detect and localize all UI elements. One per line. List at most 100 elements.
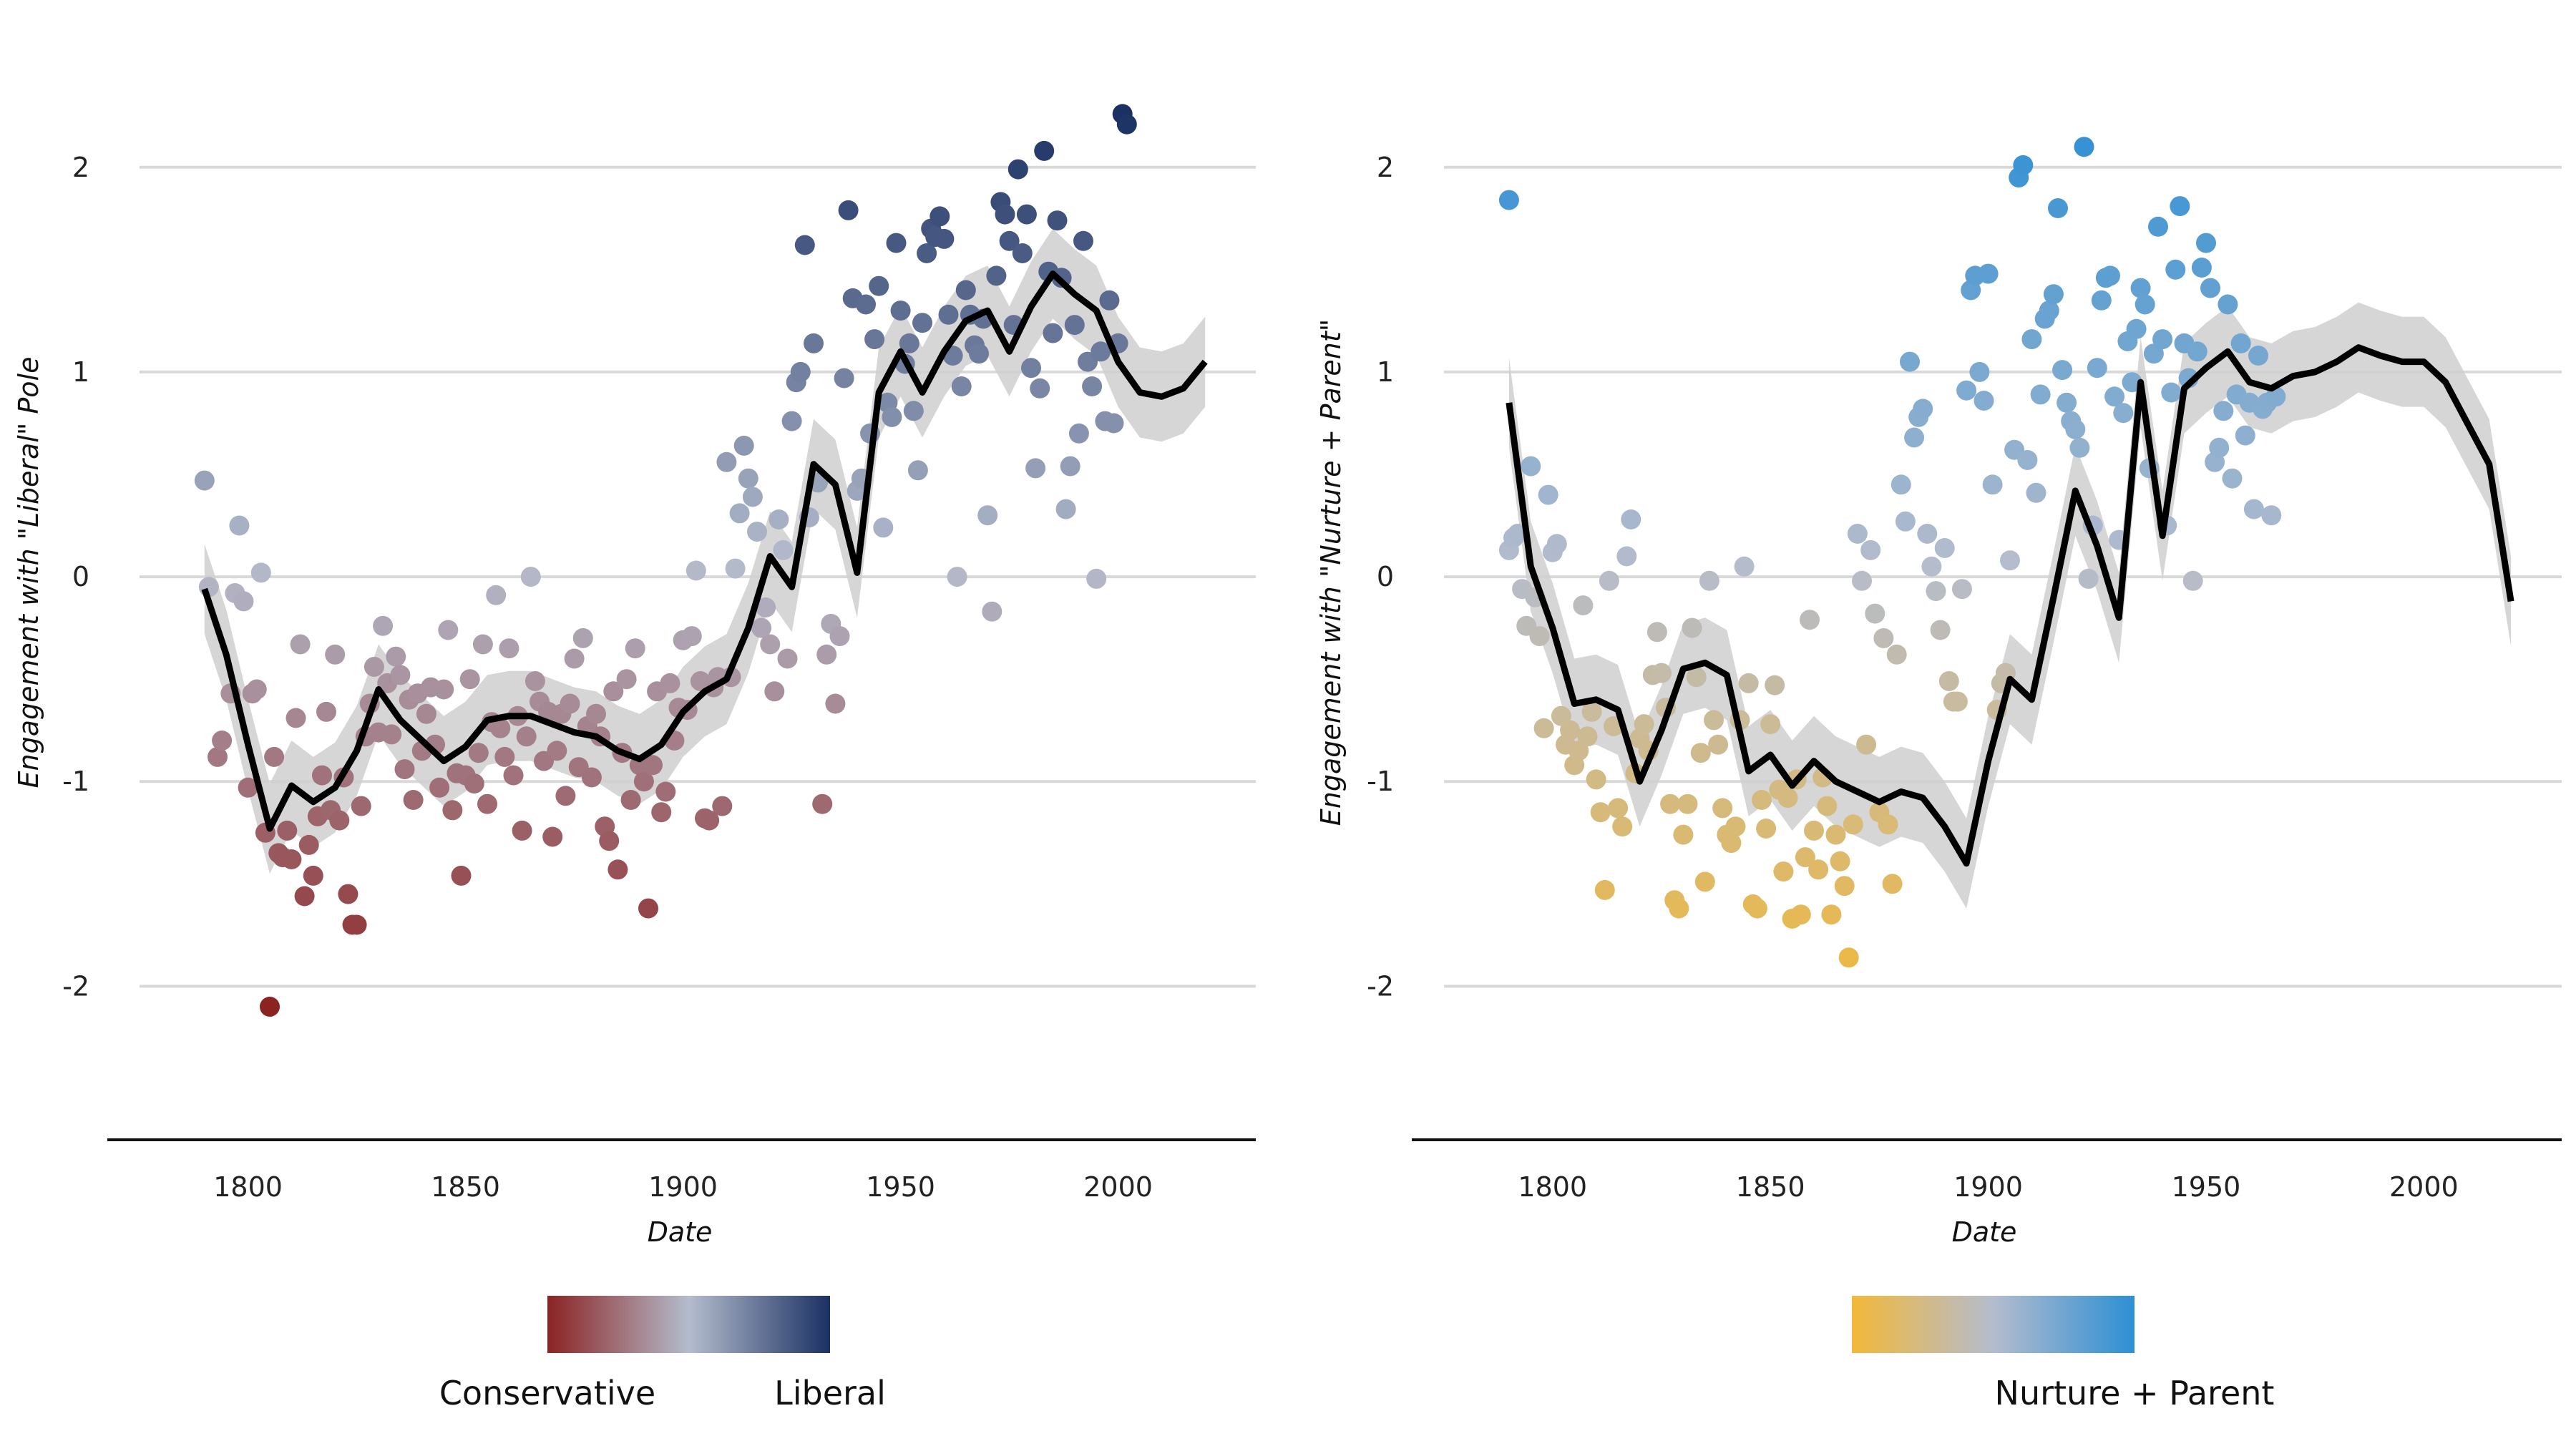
data-point (1773, 861, 1794, 882)
data-point (951, 376, 972, 396)
data-point (1704, 710, 1724, 731)
data-point (2039, 301, 2059, 321)
data-point (1073, 230, 1093, 251)
data-point (1082, 376, 1103, 396)
chart-engagement-nurture-parent: -2 -1 0 1 2 1800 1850 1900 1950 2000 (1367, 137, 2562, 1203)
data-point (638, 898, 658, 919)
data-point (555, 786, 576, 806)
data-point (1577, 726, 1598, 747)
data-point (277, 820, 298, 841)
data-point (2235, 425, 2255, 446)
data-point (1060, 456, 1080, 477)
data-point (2265, 386, 2286, 407)
data-point (2000, 550, 2020, 571)
x-tick-label: 2000 (1083, 1171, 1153, 1203)
data-point (643, 755, 663, 776)
data-point (1926, 581, 1946, 602)
data-point (329, 810, 350, 831)
data-point (560, 693, 580, 714)
data-point (2143, 343, 2164, 364)
y-tick-label: -1 (1367, 766, 1394, 797)
data-point (1551, 705, 1571, 726)
data-point (1030, 378, 1050, 399)
data-point (312, 765, 332, 786)
data-point (1694, 871, 1715, 892)
trend-line (1506, 344, 2514, 867)
data-point (1921, 556, 1942, 577)
data-point (364, 657, 384, 677)
data-point (869, 275, 889, 296)
data-point (1873, 627, 1894, 648)
data-point (542, 826, 563, 847)
data-point (781, 411, 802, 431)
data-point (733, 435, 754, 456)
data-point (246, 679, 267, 700)
data-point (2030, 384, 2051, 405)
data-point (1847, 524, 1868, 544)
data-point (2222, 468, 2243, 489)
data-point (2091, 290, 2112, 311)
data-point (903, 401, 924, 421)
data-point (1594, 879, 1615, 900)
data-point (2113, 403, 2134, 424)
data-point (616, 669, 637, 690)
data-point (468, 743, 489, 763)
data-point (729, 503, 750, 524)
data-point (742, 487, 763, 507)
data-point (2196, 233, 2216, 253)
data-point (260, 997, 280, 1017)
data-point (486, 585, 507, 605)
data-point (351, 796, 371, 816)
data-point (838, 200, 859, 220)
data-point (572, 627, 593, 648)
data-point (1721, 833, 1742, 854)
data-point (1064, 315, 1085, 336)
data-point (725, 558, 746, 579)
y-axis-title-right: Engagement with "Nurture + Parent" (1315, 319, 1347, 826)
x-tick-label: 2000 (2389, 1171, 2459, 1203)
data-point (1043, 323, 1063, 343)
data-point (2065, 419, 2086, 439)
data-point (2052, 360, 2073, 381)
data-point (1621, 509, 1641, 529)
data-point (281, 849, 302, 869)
data-point (899, 333, 919, 353)
data-point (1560, 720, 1581, 741)
data-point (777, 648, 798, 669)
data-point (1573, 595, 1594, 616)
legend-right: Nurture + Parent (1852, 1296, 2274, 1412)
data-point (2048, 198, 2068, 218)
data-point (403, 790, 424, 810)
data-point (294, 886, 315, 907)
x-axis-title-right: Date (1952, 1216, 2017, 1248)
data-point (608, 859, 628, 880)
data-point (620, 790, 641, 810)
data-point (1086, 568, 1107, 589)
data-point (882, 406, 902, 427)
data-point (1765, 675, 1785, 695)
data-point (472, 634, 493, 655)
data-point (434, 679, 454, 700)
data-point (1498, 190, 1519, 210)
data-point (499, 638, 519, 659)
data-point (794, 235, 815, 255)
data-point (1904, 427, 1925, 448)
data-point (603, 681, 624, 702)
data-point (2187, 341, 2207, 362)
data-point (564, 648, 585, 669)
data-point (1568, 741, 1589, 761)
data-point (712, 796, 733, 816)
data-point (1016, 204, 1037, 225)
data-point (2152, 329, 2173, 350)
data-point (2021, 329, 2042, 350)
data-point (212, 731, 233, 751)
data-point (325, 644, 346, 665)
data-point (812, 793, 833, 814)
data-point (477, 793, 497, 814)
y-tick-label: -2 (1367, 970, 1394, 1002)
data-point (599, 831, 620, 851)
data-point (503, 765, 524, 786)
color-scale-bar-left (547, 1296, 830, 1353)
data-point (1947, 691, 1968, 712)
